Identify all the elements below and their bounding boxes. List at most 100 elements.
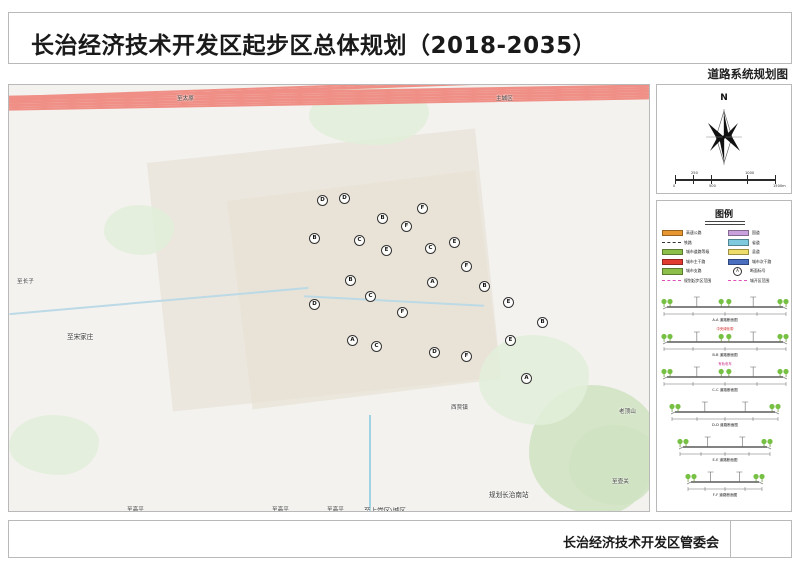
cross-section-caption: C-C 道路断面图 (712, 388, 738, 392)
scale-bar-line (675, 179, 775, 181)
cross-section-caption: A-A 道路断面图 (712, 318, 738, 322)
scale-bar: 0 250 500 1000 1500m (673, 171, 786, 188)
legend-item: A 断面标号 (728, 266, 788, 276)
legend-swatch (728, 280, 747, 282)
legend-item: 高速公路 (662, 229, 722, 237)
section-marker[interactable]: D (317, 195, 328, 206)
page-title: 长治经济技术开发区起步区总体规划（2018-2035） (31, 33, 597, 59)
legend-label: 高速公路 (686, 230, 702, 236)
scale-tick (711, 175, 713, 184)
section-marker[interactable]: B (537, 317, 548, 328)
scale-tick (775, 175, 777, 184)
legend-item: 国道 (728, 229, 788, 237)
scale-tick-label: 1000 (745, 171, 755, 175)
legend-swatch (662, 229, 683, 237)
section-marker[interactable]: D (339, 193, 350, 204)
footer-divider (730, 521, 731, 557)
legend-label: 断面标号 (750, 268, 766, 274)
legend-rule-1 (705, 221, 745, 222)
cross-section-diagram: D-D 道路断面图 (661, 394, 789, 428)
legend-swatch (728, 239, 749, 246)
legend-item: 规划起步区范围 (662, 277, 722, 285)
legend-label: 城开区范围 (750, 277, 770, 283)
scale-tick (693, 175, 695, 184)
map-label: 至高平 (327, 507, 344, 512)
cross-section-diagram: E-E 道路断面图 (661, 429, 789, 463)
section-marker[interactable]: A (521, 373, 532, 384)
scale-tick (747, 175, 749, 184)
map-area (479, 335, 589, 425)
legend-panel: 图例 高速公路 铁路 城市道路等级 城市主干路 城市支路 规划起步区范围 国道 省道 县道 城市… (656, 200, 792, 512)
map-label: 至长子 (17, 279, 34, 285)
cross-section-caption: F-F 道路断面图 (712, 493, 738, 497)
section-marker[interactable]: C (425, 243, 436, 254)
legend-label: 县道 (752, 249, 760, 255)
map-label: 至上党区\城区 (364, 507, 406, 512)
legend-swatch (662, 258, 683, 266)
section-marker[interactable]: B (479, 281, 490, 292)
map-area (569, 425, 649, 505)
cross-section-caption: B-B 道路断面图 (712, 353, 738, 357)
legend-label: 城市支路 (686, 268, 702, 274)
scale-tick-label: 500 (709, 184, 716, 188)
section-marker[interactable]: E (381, 245, 392, 256)
legend-label: 国道 (752, 230, 760, 236)
legend-label: 城市次干路 (752, 258, 772, 264)
section-marker[interactable]: E (503, 297, 514, 308)
legend-swatch (662, 280, 681, 282)
section-marker[interactable]: A (347, 335, 358, 346)
scale-tick-label: 0 (673, 184, 676, 188)
section-marker[interactable]: B (377, 213, 388, 224)
map-label: 至高平 (127, 507, 144, 512)
legend-label: 省道 (752, 239, 760, 245)
section-marker[interactable]: D (309, 299, 320, 310)
compass-rose-icon (706, 109, 742, 165)
legend-label: 城市主干路 (686, 258, 706, 264)
map-label: 至高平 (272, 507, 289, 512)
north-label: N (720, 93, 728, 103)
legend-item: 城市道路等级 (662, 248, 722, 256)
legend-swatch (662, 242, 681, 244)
title-block: 长治经济技术开发区起步区总体规划（2018-2035） (8, 12, 792, 64)
legend-item: 城市次干路 (728, 258, 788, 266)
map-subtitle: 道路系统规划图 (707, 67, 789, 81)
map-area (9, 415, 99, 475)
map-frame[interactable]: D D B F F B C E C E F B A C D F B E A C D F E B A 至太原 主城区 至长子 至宋家庄 西贾… (8, 84, 650, 512)
section-marker[interactable]: E (505, 335, 516, 346)
map-area (369, 415, 371, 511)
map-area (104, 205, 174, 255)
section-marker[interactable]: C (354, 235, 365, 246)
section-marker[interactable]: F (401, 221, 412, 232)
legend-label: 铁路 (684, 239, 692, 245)
section-marker[interactable]: B (345, 275, 356, 286)
legend-column-right: 国道省道县道城市次干路 A 断面标号 城开区范围 (728, 229, 788, 286)
section-marker[interactable]: F (417, 203, 428, 214)
cross-section-caption: E-E 道路断面图 (712, 458, 738, 462)
section-marker[interactable]: F (461, 351, 472, 362)
section-marker[interactable]: A (427, 277, 438, 288)
legend-swatch (662, 249, 683, 256)
compass-panel: N 0 250 500 1000 1500m (656, 84, 792, 194)
legend-item: 城市支路 (662, 267, 722, 275)
footer-agency: 长治经济技术开发区管委会 (562, 536, 719, 551)
cross-section-diagram: F-F 道路断面图 (661, 464, 789, 498)
section-marker[interactable]: D (429, 347, 440, 358)
legend-column-left: 高速公路铁路城市道路等级城市主干路城市支路规划起步区范围 (662, 229, 722, 286)
map-label: 至壶关 (612, 479, 629, 485)
legend-swatch (662, 268, 683, 275)
scale-tick-label: 1500m (773, 184, 786, 188)
section-marker[interactable]: F (461, 261, 472, 272)
section-marker[interactable]: F (397, 307, 408, 318)
section-marker[interactable]: E (449, 237, 460, 248)
section-marker[interactable]: B (309, 233, 320, 244)
legend-swatch (728, 229, 749, 237)
section-marker[interactable]: C (371, 341, 382, 352)
map-label: 西贾镇 (451, 405, 468, 411)
legend-item: 铁路 (662, 239, 722, 247)
map-label: 主城区 (496, 96, 513, 102)
section-marker[interactable]: C (365, 291, 376, 302)
map-canvas: D D B F F B C E C E F B A C D F B E A C D F E B A 至太原 主城区 至长子 至宋家庄 西贾… (9, 85, 649, 511)
map-label: 至宋家庄 (67, 333, 94, 341)
legend-title: 图例 (714, 210, 733, 220)
